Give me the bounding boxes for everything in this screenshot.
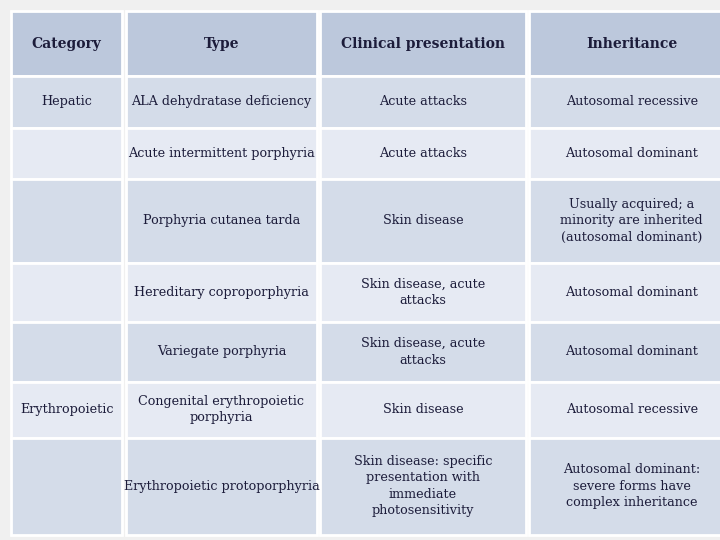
Bar bbox=[126, 438, 317, 535]
Bar bbox=[126, 179, 317, 263]
Bar bbox=[320, 179, 526, 263]
Text: Congenital erythropoietic
porphyria: Congenital erythropoietic porphyria bbox=[138, 395, 305, 424]
Bar bbox=[126, 322, 317, 382]
Text: Category: Category bbox=[32, 37, 102, 51]
Text: Acute attacks: Acute attacks bbox=[379, 147, 467, 160]
Text: Variegate porphyria: Variegate porphyria bbox=[157, 346, 286, 359]
Bar bbox=[126, 76, 317, 127]
Text: Hereditary coproporphyria: Hereditary coproporphyria bbox=[134, 286, 309, 299]
Bar bbox=[320, 322, 526, 382]
Bar bbox=[529, 76, 720, 127]
Bar bbox=[320, 382, 526, 438]
Text: Skin disease, acute
attacks: Skin disease, acute attacks bbox=[361, 338, 485, 367]
Bar bbox=[11, 76, 122, 127]
Text: Autosomal recessive: Autosomal recessive bbox=[566, 96, 698, 109]
Text: Type: Type bbox=[204, 37, 239, 51]
Bar bbox=[11, 11, 122, 76]
Text: Autosomal dominant: Autosomal dominant bbox=[565, 147, 698, 160]
Bar bbox=[320, 438, 526, 535]
Bar bbox=[529, 263, 720, 322]
Bar bbox=[529, 322, 720, 382]
Bar bbox=[11, 322, 122, 382]
Bar bbox=[126, 263, 317, 322]
Bar bbox=[11, 438, 122, 535]
Bar bbox=[126, 382, 317, 438]
Bar bbox=[529, 438, 720, 535]
Text: Skin disease, acute
attacks: Skin disease, acute attacks bbox=[361, 278, 485, 307]
Bar bbox=[126, 11, 317, 76]
Text: Erythropoietic protoporphyria: Erythropoietic protoporphyria bbox=[124, 480, 319, 492]
Bar bbox=[320, 263, 526, 322]
Bar bbox=[529, 382, 720, 438]
Text: Clinical presentation: Clinical presentation bbox=[341, 37, 505, 51]
Text: Usually acquired; a
minority are inherited
(autosomal dominant): Usually acquired; a minority are inherit… bbox=[560, 198, 703, 244]
Text: Skin disease: specific
presentation with
immediate
photosensitivity: Skin disease: specific presentation with… bbox=[354, 455, 492, 517]
Bar bbox=[11, 382, 122, 438]
Text: Autosomal dominant:
severe forms have
complex inheritance: Autosomal dominant: severe forms have co… bbox=[563, 463, 701, 509]
Text: Acute intermittent porphyria: Acute intermittent porphyria bbox=[128, 147, 315, 160]
Text: Skin disease: Skin disease bbox=[383, 214, 463, 227]
Bar bbox=[11, 263, 122, 322]
Text: Skin disease: Skin disease bbox=[383, 403, 463, 416]
Bar bbox=[529, 127, 720, 179]
Bar bbox=[320, 127, 526, 179]
Text: Autosomal recessive: Autosomal recessive bbox=[566, 403, 698, 416]
Bar bbox=[126, 127, 317, 179]
Bar bbox=[529, 179, 720, 263]
Text: ALA dehydratase deficiency: ALA dehydratase deficiency bbox=[131, 96, 312, 109]
Text: Acute attacks: Acute attacks bbox=[379, 96, 467, 109]
Bar bbox=[320, 76, 526, 127]
Text: Autosomal dominant: Autosomal dominant bbox=[565, 346, 698, 359]
Text: Inheritance: Inheritance bbox=[586, 37, 678, 51]
Bar bbox=[320, 11, 526, 76]
Text: Erythropoietic: Erythropoietic bbox=[20, 403, 113, 416]
Bar bbox=[529, 11, 720, 76]
Text: Porphyria cutanea tarda: Porphyria cutanea tarda bbox=[143, 214, 300, 227]
Bar bbox=[11, 179, 122, 263]
Bar bbox=[11, 127, 122, 179]
Text: Hepatic: Hepatic bbox=[41, 96, 92, 109]
Text: Autosomal dominant: Autosomal dominant bbox=[565, 286, 698, 299]
